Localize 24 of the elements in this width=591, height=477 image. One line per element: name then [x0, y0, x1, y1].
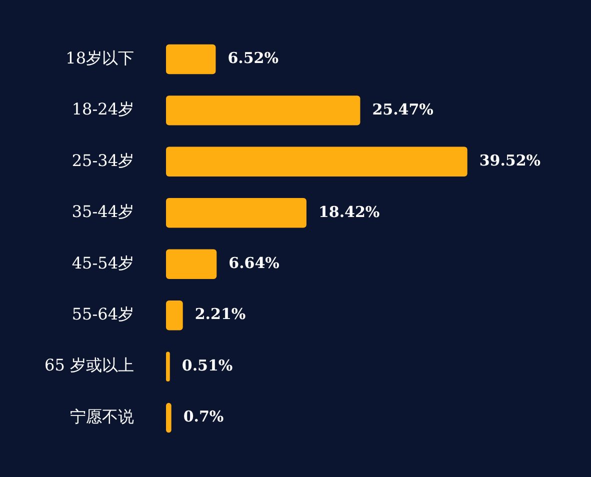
bar [166, 146, 468, 177]
bar [166, 402, 172, 433]
y-tick-label: 55-64岁 [72, 304, 134, 324]
data-label: 25.47% [372, 100, 434, 118]
data-label: 18.42% [318, 202, 380, 221]
bar [166, 96, 360, 126]
y-tick-label: 65 岁或以上 [44, 356, 134, 375]
bar [166, 198, 306, 228]
bar [166, 44, 216, 74]
bar [166, 352, 170, 382]
y-tick-label: 宁愿不说 [70, 406, 134, 426]
bar [166, 300, 183, 330]
data-label: 6.52% [228, 49, 279, 68]
data-label: 2.21% [194, 305, 246, 324]
y-tick-label: 18岁以下 [66, 48, 134, 68]
y-tick-label: 45-54岁 [72, 253, 134, 272]
data-label: 0.7% [183, 408, 224, 426]
y-tick-label: 18-24岁 [72, 100, 134, 119]
data-label: 0.51% [182, 356, 233, 374]
y-tick-label: 25-34岁 [72, 150, 134, 170]
y-tick-label: 35-44岁 [72, 202, 134, 222]
data-label: 6.64% [228, 254, 280, 272]
bar [166, 249, 217, 279]
data-label: 39.52% [479, 152, 541, 170]
